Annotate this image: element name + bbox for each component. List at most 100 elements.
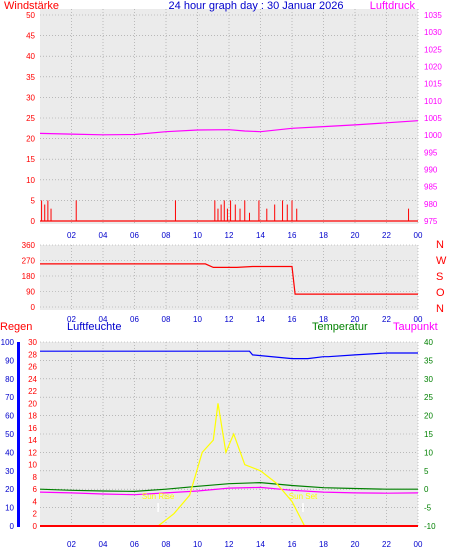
header-right: Luftdruck [370, 0, 416, 12]
header-left: Windstärke [4, 0, 59, 12]
humidity-tick-label: 70 [5, 393, 14, 402]
dewpoint-line [39, 486, 419, 496]
rain-tick-label: 8 [33, 473, 38, 482]
x-tick-label: 22 [382, 231, 391, 240]
wind-tick-label: 5 [31, 196, 36, 205]
humidity-tick-label: 90 [5, 356, 14, 365]
wind-pressure-ticks: 5045403530252015105010351030102510201015… [26, 11, 442, 240]
x-tick-label: 18 [319, 315, 328, 324]
temperature-tick-label: -10 [424, 522, 436, 531]
rain-tick-label: 12 [28, 448, 37, 457]
sun-set-label: Sun Set [289, 492, 318, 501]
rain-tick-label: 16 [28, 424, 37, 433]
wind-direction-line [40, 263, 418, 295]
humidity-tick-label: 20 [5, 485, 14, 494]
rain-tick-label: 30 [28, 338, 37, 347]
rain-tick-label: 22 [28, 387, 37, 396]
x-tick-label: 02 [67, 540, 76, 549]
temperature-tick-label: 25 [424, 393, 433, 402]
x-tick-label: 02 [67, 315, 76, 324]
wind-pressure-panel [40, 9, 418, 224]
wind-tick-label: 0 [31, 217, 36, 226]
x-tick-label: 16 [288, 231, 297, 240]
wind-tick-label: 15 [26, 155, 35, 164]
x-tick-label: 06 [130, 231, 139, 240]
pressure-tick-label: 980 [424, 200, 438, 209]
humidity-tick-label: 80 [5, 375, 14, 384]
temperature-tick-label: -5 [424, 504, 432, 513]
x-tick-label: 08 [162, 315, 171, 324]
wind-tick-label: 45 [26, 32, 35, 41]
pressure-tick-label: 1035 [424, 11, 442, 20]
x-tick-label: 14 [256, 315, 265, 324]
wind-tick-label: 40 [26, 52, 35, 61]
x-tick-label: 00 [414, 231, 423, 240]
x-tick-label: 22 [382, 315, 391, 324]
wind-tick-label: 20 [26, 135, 35, 144]
pressure-tick-label: 1030 [424, 28, 442, 37]
pressure-tick-label: 975 [424, 217, 438, 226]
temperature-tick-label: 30 [424, 375, 433, 384]
pressure-tick-label: 985 [424, 183, 438, 192]
rain-tick-label: 10 [28, 461, 37, 470]
x-tick-label: 00 [414, 540, 423, 549]
label-regen: Regen [0, 321, 32, 333]
wind-pressure-marks [39, 120, 419, 222]
compass-label: N [436, 303, 444, 315]
x-tick-label: 06 [130, 540, 139, 549]
humidity-tick-label: 10 [5, 504, 14, 513]
rain-tick-label: 20 [28, 399, 37, 408]
humidity-tick-label: 30 [5, 467, 14, 476]
x-tick-label: 04 [99, 540, 108, 549]
label-temperatur: Temperatur [312, 321, 368, 333]
weather-ticks: 1009080706050403020100302826242220181614… [1, 338, 436, 549]
temperature-tick-label: 5 [424, 467, 429, 476]
x-tick-label: 18 [319, 231, 328, 240]
x-tick-label: 12 [225, 540, 234, 549]
x-tick-label: 22 [382, 540, 391, 549]
pressure-tick-label: 1025 [424, 45, 442, 54]
x-tick-label: 16 [288, 540, 297, 549]
wind-tick-label: 35 [26, 73, 35, 82]
label-luftfeuchte: Luftfeuchte [67, 321, 121, 333]
x-tick-label: 10 [193, 315, 202, 324]
rain-tick-label: 0 [33, 522, 38, 531]
x-tick-label: 20 [351, 231, 360, 240]
pressure-tick-label: 1020 [424, 63, 442, 72]
x-tick-label: 04 [99, 231, 108, 240]
humidity-line [40, 350, 418, 360]
direction-marks [40, 263, 418, 295]
temperature-tick-label: 15 [424, 430, 433, 439]
humidity-tick-label: 50 [5, 430, 14, 439]
x-tick-label: 12 [225, 231, 234, 240]
temperature-tick-label: 40 [424, 338, 433, 347]
pressure-line [39, 120, 419, 136]
x-tick-label: 14 [256, 540, 265, 549]
temperature-tick-label: 20 [424, 412, 433, 421]
rain-tick-label: 14 [28, 436, 37, 445]
direction-tick-label: 90 [26, 288, 35, 297]
wind-tick-label: 30 [26, 93, 35, 102]
x-tick-label: 08 [162, 540, 171, 549]
compass-label: N [436, 239, 444, 251]
wind-tick-label: 50 [26, 11, 35, 20]
wind-tick-label: 25 [26, 114, 35, 123]
x-tick-label: 10 [193, 540, 202, 549]
x-tick-label: 08 [162, 231, 171, 240]
direction-tick-label: 360 [22, 241, 36, 250]
direction-tick-label: 180 [22, 272, 36, 281]
wind-tick-label: 10 [26, 176, 35, 185]
rain-tick-label: 4 [33, 497, 38, 506]
solar-line [40, 403, 418, 527]
x-tick-label: 06 [130, 315, 139, 324]
humidity-tick-label: 40 [5, 448, 14, 457]
temperature-tick-label: 10 [424, 448, 433, 457]
rain-tick-label: 28 [28, 350, 37, 359]
rain-tick-label: 6 [33, 485, 38, 494]
rain-tick-label: 24 [28, 375, 37, 384]
weather-marks [39, 350, 419, 527]
rain-tick-label: 26 [28, 363, 37, 372]
humidity-tick-label: 100 [1, 338, 15, 347]
